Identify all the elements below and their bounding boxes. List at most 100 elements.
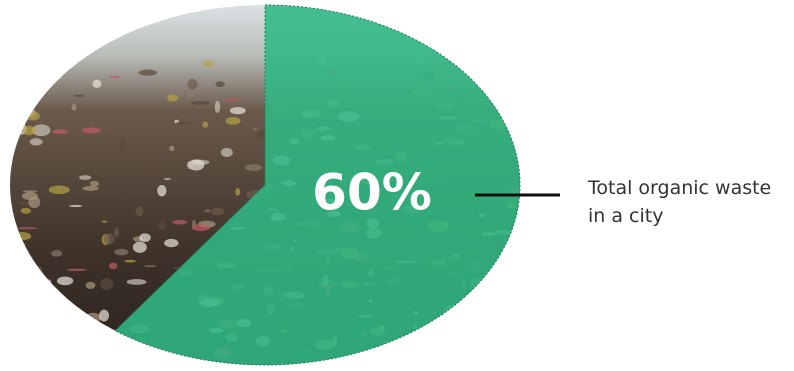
photo-detail [155, 361, 161, 365]
photo-detail [89, 120, 96, 127]
photo-detail [167, 94, 179, 102]
photo-detail [169, 145, 175, 152]
photo-detail [20, 207, 31, 214]
photo-detail [176, 121, 192, 125]
photo-detail [492, 87, 511, 94]
photo-detail [10, 243, 15, 253]
photo-detail [124, 259, 137, 263]
photo-detail [33, 285, 44, 295]
photo-detail [126, 278, 147, 285]
photo-detail [98, 123, 105, 130]
photo-detail [235, 188, 241, 196]
photo-detail [220, 147, 233, 157]
photo-detail [29, 138, 43, 146]
photo-detail [202, 121, 209, 128]
photo-detail [12, 232, 32, 241]
photo-detail [479, 322, 501, 328]
photo-detail [10, 60, 18, 64]
pie-slice [114, 4, 521, 366]
photo-detail [99, 309, 110, 322]
photo-detail [157, 184, 167, 197]
photo-detail [158, 356, 180, 365]
photo-detail [164, 238, 179, 248]
photo-detail [493, 272, 509, 283]
photo-detail [346, 358, 355, 361]
photo-detail [103, 233, 115, 245]
photo-detail [204, 209, 211, 213]
value-label: 60% [312, 164, 432, 222]
photo-detail [71, 103, 77, 111]
photo-detail [172, 219, 188, 225]
photo-detail [108, 262, 118, 270]
photo-detail [132, 241, 147, 253]
photo-detail [186, 92, 194, 97]
photo-detail [438, 330, 456, 338]
photo-detail [222, 98, 242, 101]
photo-detail [85, 312, 102, 323]
photo-detail [73, 94, 85, 97]
photo-detail [22, 83, 29, 87]
photo-detail [399, 348, 405, 353]
photo-detail [10, 242, 26, 247]
photo-detail [28, 196, 41, 209]
photo-detail [186, 160, 195, 170]
photo-detail [491, 349, 497, 353]
photo-detail [187, 78, 198, 90]
photo-detail [15, 287, 31, 298]
photo-detail [151, 357, 159, 362]
photo-detail [31, 265, 43, 276]
photo-detail [82, 185, 100, 191]
photo-detail [56, 276, 74, 286]
photo-detail [35, 278, 52, 285]
photo-detail [10, 338, 15, 343]
photo-detail [62, 304, 70, 316]
photo-detail [190, 100, 211, 105]
photo-detail [377, 349, 396, 354]
photo-detail [100, 278, 114, 291]
photo-detail [211, 207, 225, 216]
photo-detail [414, 357, 430, 365]
photo-detail [158, 220, 167, 230]
photo-detail [142, 164, 161, 172]
photo-detail [16, 227, 38, 230]
photo-detail [114, 248, 129, 256]
photo-detail [69, 204, 83, 208]
photo-detail [498, 102, 512, 111]
photo-detail [66, 268, 87, 271]
photo-detail [163, 178, 172, 181]
photo-detail [27, 55, 47, 66]
annotation: Total organic waste in a city [588, 177, 772, 227]
photo-detail [50, 250, 63, 257]
photo-detail [85, 281, 96, 290]
photo-detail [360, 354, 380, 364]
photo-detail [477, 302, 484, 310]
photo-detail [229, 107, 246, 115]
photo-detail [144, 265, 157, 268]
photo-detail [12, 358, 20, 365]
photo-detail [22, 190, 38, 193]
photo-detail [114, 227, 120, 237]
photo-detail [202, 60, 215, 67]
photo-detail [79, 175, 92, 180]
photo-detail [494, 324, 513, 337]
photo-detail [490, 331, 509, 340]
photo-detail [48, 185, 70, 195]
photo-detail [24, 259, 31, 266]
photo-detail [21, 314, 28, 319]
photo-detail [225, 117, 241, 125]
photo-detail [138, 69, 158, 76]
photo-detail [31, 124, 51, 137]
photo-detail [492, 300, 509, 309]
photo-detail [81, 127, 101, 134]
photo-detail [252, 127, 258, 131]
photo-detail [471, 63, 492, 71]
photo-detail [215, 81, 225, 88]
photo-detail [461, 343, 475, 354]
photo-detail [139, 233, 151, 243]
photo-detail [470, 324, 491, 336]
photo-detail [472, 293, 491, 301]
photo-detail [89, 180, 99, 187]
photo-detail [476, 57, 483, 64]
